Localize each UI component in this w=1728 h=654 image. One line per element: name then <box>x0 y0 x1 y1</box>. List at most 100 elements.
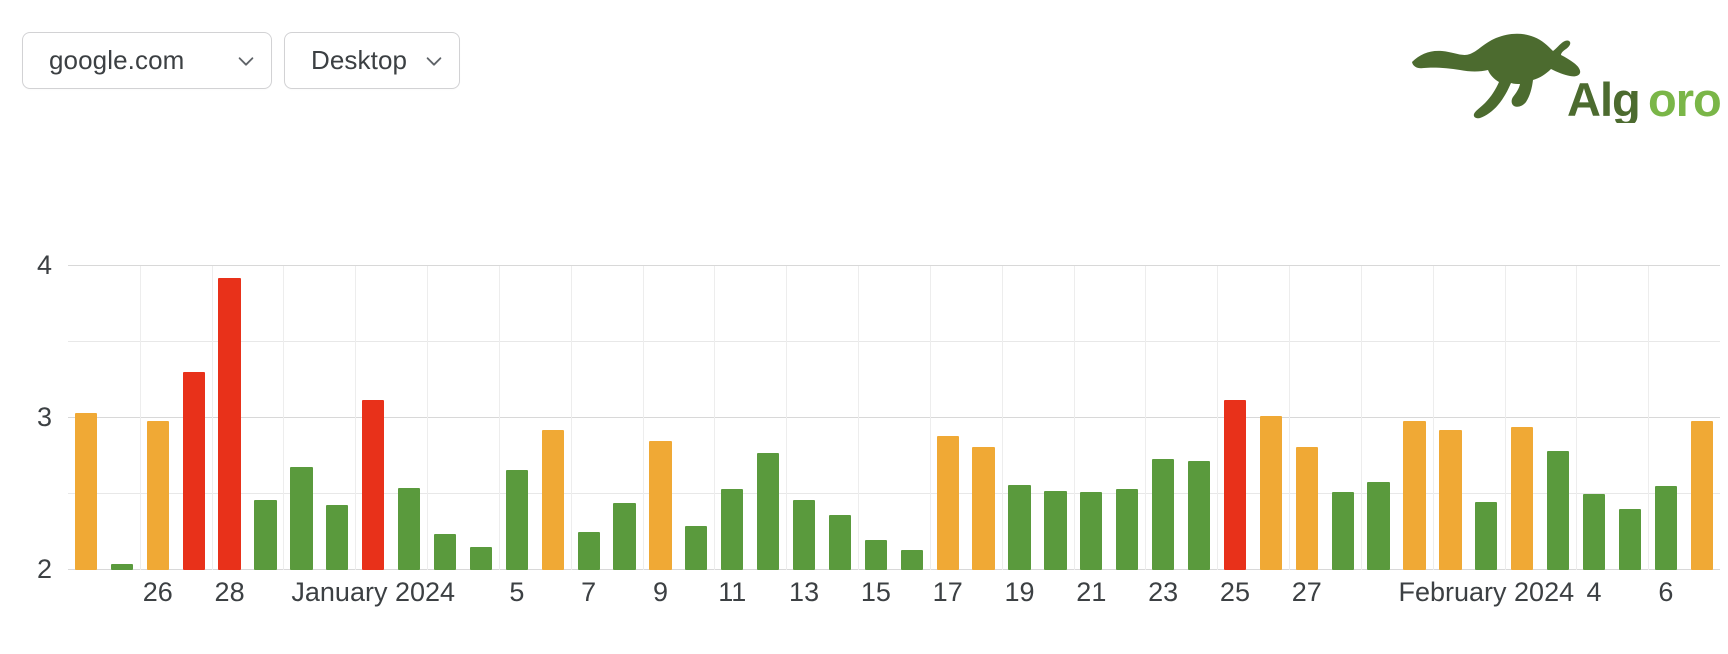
bar[interactable] <box>505 469 528 570</box>
bar[interactable] <box>290 466 313 570</box>
bar-slot[interactable] <box>1145 266 1181 570</box>
vertical-gridline <box>355 266 357 570</box>
bar[interactable] <box>1223 399 1247 570</box>
bar[interactable] <box>146 421 169 570</box>
bar[interactable] <box>1618 509 1642 570</box>
bar-slot[interactable] <box>1648 266 1684 570</box>
bar[interactable] <box>757 452 780 570</box>
bar-slot[interactable] <box>355 266 391 570</box>
bar-slot[interactable] <box>104 266 140 570</box>
bar[interactable] <box>74 413 98 570</box>
bar[interactable] <box>1187 460 1211 570</box>
bar-slot[interactable] <box>1540 266 1576 570</box>
bar-slot[interactable] <box>1002 266 1038 570</box>
bar[interactable] <box>1008 484 1031 570</box>
bar[interactable] <box>362 399 385 570</box>
bar[interactable] <box>1259 416 1282 570</box>
bar[interactable] <box>864 539 888 570</box>
bar-slot[interactable] <box>1253 266 1289 570</box>
bar-slot[interactable] <box>283 266 319 570</box>
bar[interactable] <box>1044 490 1067 570</box>
bar[interactable] <box>110 563 133 570</box>
device-select-value: Desktop <box>311 45 408 75</box>
bar[interactable] <box>433 533 457 570</box>
bar[interactable] <box>1116 489 1139 570</box>
bar[interactable] <box>1367 481 1390 570</box>
bar-slot[interactable] <box>571 266 607 570</box>
bar[interactable] <box>1475 501 1498 570</box>
bar-slot[interactable] <box>714 266 750 570</box>
bar[interactable] <box>182 372 205 570</box>
bar-slot[interactable] <box>176 266 212 570</box>
bar[interactable] <box>1690 421 1713 570</box>
bar-slot[interactable] <box>822 266 858 570</box>
bar-slot[interactable] <box>463 266 499 570</box>
bar[interactable] <box>469 547 493 570</box>
bar-slot[interactable] <box>1684 266 1720 570</box>
bar-slot[interactable] <box>1217 266 1253 570</box>
bar[interactable] <box>1331 492 1354 570</box>
bar-slot[interactable] <box>427 266 463 570</box>
algoroo-logo-svg: Alg oroo <box>1412 33 1720 123</box>
bar[interactable] <box>218 278 241 570</box>
bar-slot[interactable] <box>499 266 535 570</box>
x-tick-label: 5 <box>509 577 525 607</box>
bar-slot[interactable] <box>607 266 643 570</box>
bar[interactable] <box>828 515 852 570</box>
bar-slot[interactable] <box>1612 266 1648 570</box>
bar[interactable] <box>1582 494 1606 570</box>
domain-select[interactable]: google.com <box>22 32 272 89</box>
bar[interactable] <box>1511 427 1534 570</box>
bar[interactable] <box>972 446 995 570</box>
bar-slot[interactable] <box>1468 266 1504 570</box>
bar[interactable] <box>397 487 421 570</box>
bar-slot[interactable] <box>1073 266 1109 570</box>
bar[interactable] <box>649 440 672 570</box>
bar[interactable] <box>1295 446 1318 570</box>
bar-slot[interactable] <box>1181 266 1217 570</box>
bar-slot[interactable] <box>212 266 248 570</box>
bar-slot[interactable] <box>786 266 822 570</box>
bar[interactable] <box>1654 486 1677 570</box>
bar[interactable] <box>1439 430 1462 570</box>
bar-slot[interactable] <box>248 266 284 570</box>
bar[interactable] <box>900 550 923 570</box>
bar-slot[interactable] <box>750 266 786 570</box>
bar-slot[interactable] <box>140 266 176 570</box>
bar[interactable] <box>936 436 959 570</box>
bar[interactable] <box>326 504 349 570</box>
bar-slot[interactable] <box>1397 266 1433 570</box>
bar-slot[interactable] <box>858 266 894 570</box>
gridline-3.5 <box>68 341 1720 342</box>
bar-slot[interactable] <box>930 266 966 570</box>
bar-slot[interactable] <box>391 266 427 570</box>
bar-slot[interactable] <box>535 266 571 570</box>
bar-slot[interactable] <box>1037 266 1073 570</box>
bar[interactable] <box>1403 421 1426 570</box>
bar[interactable] <box>685 525 708 570</box>
bar-slot[interactable] <box>1325 266 1361 570</box>
bar-slot[interactable] <box>319 266 355 570</box>
bar-slot[interactable] <box>1109 266 1145 570</box>
bar-slot[interactable] <box>68 266 104 570</box>
bar[interactable] <box>792 500 816 570</box>
bar[interactable] <box>541 430 564 570</box>
device-select[interactable]: Desktop <box>284 32 460 89</box>
bar[interactable] <box>613 503 636 570</box>
algoroo-logo[interactable]: Alg oroo <box>1400 18 1720 123</box>
bar[interactable] <box>1080 492 1103 570</box>
bar-slot[interactable] <box>894 266 930 570</box>
bar[interactable] <box>1152 459 1175 570</box>
bar-slot[interactable] <box>1576 266 1612 570</box>
bar[interactable] <box>254 500 277 570</box>
bar-slot[interactable] <box>1289 266 1325 570</box>
bar[interactable] <box>577 532 600 570</box>
bar[interactable] <box>721 489 744 570</box>
bar-slot[interactable] <box>1361 266 1397 570</box>
bar-slot[interactable] <box>1432 266 1468 570</box>
bar[interactable] <box>1546 451 1570 570</box>
bar-slot[interactable] <box>1504 266 1540 570</box>
bar-slot[interactable] <box>966 266 1002 570</box>
bar-slot[interactable] <box>678 266 714 570</box>
bar-slot[interactable] <box>643 266 679 570</box>
